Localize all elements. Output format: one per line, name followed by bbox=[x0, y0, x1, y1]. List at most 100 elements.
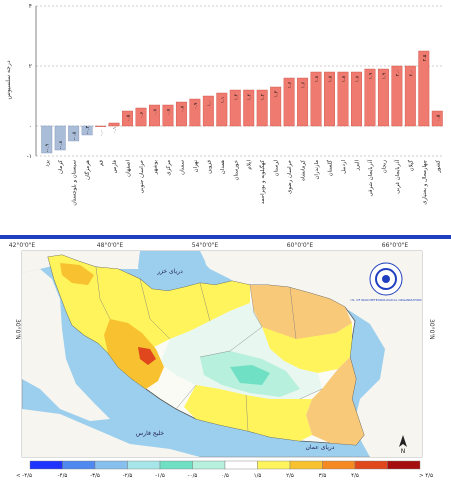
bar-8 bbox=[135, 107, 147, 127]
legend-label: ۲/۵ bbox=[286, 473, 294, 479]
bar-9 bbox=[149, 104, 160, 127]
longitude-label: 54°0'0"E bbox=[192, 242, 219, 249]
category-label: مازندران bbox=[314, 160, 320, 180]
legend-swatch bbox=[159, 460, 193, 470]
bar-12 bbox=[189, 98, 201, 127]
category-label: آذربایجان غربی bbox=[394, 160, 401, 194]
category-label: زنجان bbox=[381, 160, 387, 174]
legend-label: < -۴/۵ bbox=[16, 473, 32, 479]
legend-swatch bbox=[257, 460, 291, 470]
y-tick-label: -۱ bbox=[27, 153, 32, 160]
category-label: همدان bbox=[220, 160, 226, 174]
longitude-label: 60°0'0"E bbox=[287, 242, 314, 249]
bar-10 bbox=[162, 104, 174, 127]
bars-layer: -۰.۹ -۰.۸ -۰.۵ -۰.۳ ۰.۰ ۰.۱ ۰.۵ ۰.۶ ۰.۷ ۰.۷ ۰.۸ ۰.۹… bbox=[41, 50, 443, 154]
bar-30 bbox=[431, 110, 443, 127]
bar-6 bbox=[108, 122, 120, 127]
bar-value-label: ۱.۶ bbox=[288, 81, 293, 88]
province-temperature-bar-chart: -۱ ۰ ۲ ۴ -۰.۹ -۰.۸ -۰.۵ -۰.۳ ۰.۰ ۰.۱ ۰.۵ ۰.۶ ۰.۷ ۰.۷… bbox=[0, 0, 451, 234]
longitude-label-row: 42°0'0"E 48°0'0"E 54°0'0"E 60°0'0"E 66°0'0"E bbox=[9, 242, 409, 249]
bar-value-label: ۱.۰ bbox=[207, 100, 212, 107]
legend-label: ۴/۵ bbox=[351, 473, 359, 479]
persian-gulf-label: خلیج فارس bbox=[136, 430, 164, 437]
legend-swatch bbox=[387, 460, 421, 470]
bar-28 bbox=[404, 65, 416, 127]
category-label: اردبیل bbox=[341, 160, 347, 174]
bar-value-label: ۱.۸ bbox=[355, 75, 360, 82]
bar-value-label: -۰.۸ bbox=[59, 140, 64, 149]
bar-value-label: -۰.۹ bbox=[46, 143, 51, 152]
bar-16 bbox=[243, 89, 255, 127]
caspian-sea bbox=[138, 251, 208, 289]
bar-value-label: ۱.۸ bbox=[315, 75, 320, 82]
bar-27 bbox=[391, 65, 403, 127]
bar-11 bbox=[175, 101, 187, 127]
latitude-label-right: 30°0'N bbox=[428, 319, 435, 340]
bar-value-label: ۰.۵ bbox=[436, 114, 441, 121]
category-label: کهگیلویه و بویراحمد bbox=[259, 160, 266, 205]
bar-1 bbox=[41, 125, 53, 154]
bar-18 bbox=[270, 86, 282, 127]
category-label: البرز bbox=[354, 160, 360, 171]
panel-divider bbox=[0, 235, 451, 239]
legend-swatch bbox=[94, 460, 128, 470]
category-label: لرستان bbox=[274, 160, 280, 177]
neighbor-land-west bbox=[22, 269, 110, 421]
legend-swatch bbox=[354, 460, 388, 470]
category-label: گیلان bbox=[407, 160, 414, 172]
category-label: تهران bbox=[193, 160, 199, 173]
bar-20 bbox=[297, 77, 309, 127]
bar-value-label: ۱.۹ bbox=[382, 72, 387, 79]
category-label: اصفهان bbox=[126, 160, 132, 177]
category-label: سمنان bbox=[179, 160, 185, 175]
bar-13 bbox=[202, 95, 214, 127]
bar-7 bbox=[122, 110, 133, 127]
category-label-layer: یزد کرمان سیستان و بلوچستان هرمزگان قم فارس اص… bbox=[45, 159, 442, 205]
bar-value-label: ۲.۰ bbox=[408, 70, 414, 77]
bar-value-label: ۱.۳ bbox=[274, 90, 280, 97]
bar-4 bbox=[81, 125, 93, 136]
legend-swatch bbox=[127, 460, 161, 470]
anomaly-orange-northeast bbox=[250, 285, 352, 339]
bar-value-label: ۱.۱ bbox=[221, 97, 226, 104]
neighbor-land-east bbox=[200, 251, 422, 457]
bar-19 bbox=[283, 77, 295, 127]
axis-layer: -۱ ۰ ۲ ۴ bbox=[27, 3, 37, 160]
bar-value-label: ۱.۹ bbox=[369, 72, 374, 79]
meteorological-organization-logo: I.R. OF IRAN METEOROLOGICAL ORGANIZATION bbox=[351, 262, 421, 302]
oman-sea-label: دریای عمان bbox=[306, 444, 335, 451]
bar-value-label: ۰.۵ bbox=[127, 114, 132, 121]
bar-17 bbox=[256, 89, 268, 127]
y-tick-label: ۴ bbox=[29, 3, 32, 10]
legend-label: -۰/۵ bbox=[188, 473, 198, 479]
legend-swatch bbox=[289, 460, 323, 470]
category-label: آذربایجان شرقی bbox=[367, 159, 374, 196]
bar-value-label: ۱.۸ bbox=[329, 75, 334, 82]
y-tick-label: ۰ bbox=[29, 123, 32, 130]
latitude-label-left: 30°0'N bbox=[14, 319, 21, 340]
legend-label: > ۴/۵ bbox=[419, 473, 433, 479]
bar-2 bbox=[54, 125, 66, 151]
map-svg: 42°0'0"E 48°0'0"E 54°0'0"E 60°0'0"E 66°0'0"E… bbox=[0, 239, 451, 486]
category-label: خراسان رضوی bbox=[287, 160, 293, 194]
legend-swatch bbox=[224, 460, 258, 470]
category-label: گلستان bbox=[327, 160, 334, 177]
category-label: خراسان جنوبی bbox=[139, 160, 145, 193]
bar-value-label: ۰.۸ bbox=[180, 105, 185, 112]
anomaly-teal-center bbox=[230, 365, 270, 385]
bar-value-label: ۱.۲ bbox=[247, 93, 253, 100]
bar-15 bbox=[229, 89, 241, 127]
y-tick-label: ۲ bbox=[29, 63, 32, 70]
north-arrow-icon: N bbox=[399, 435, 407, 455]
category-label: مرکزی bbox=[165, 160, 172, 176]
bar-value-label: ۱.۸ bbox=[342, 75, 347, 82]
bar-value-label: -۰.۳ bbox=[85, 125, 91, 134]
category-label: فارس bbox=[112, 160, 118, 174]
legend-label: -۴/۵ bbox=[58, 473, 68, 479]
bar-value-label: ۱.۶ bbox=[302, 81, 307, 88]
north-arrow-label: N bbox=[401, 448, 406, 455]
bar-14 bbox=[216, 92, 228, 127]
category-label: کرمان bbox=[57, 160, 64, 174]
legend-label: ۱/۵ bbox=[254, 473, 262, 479]
y-axis-title: درجه سلسیوس bbox=[5, 60, 12, 99]
